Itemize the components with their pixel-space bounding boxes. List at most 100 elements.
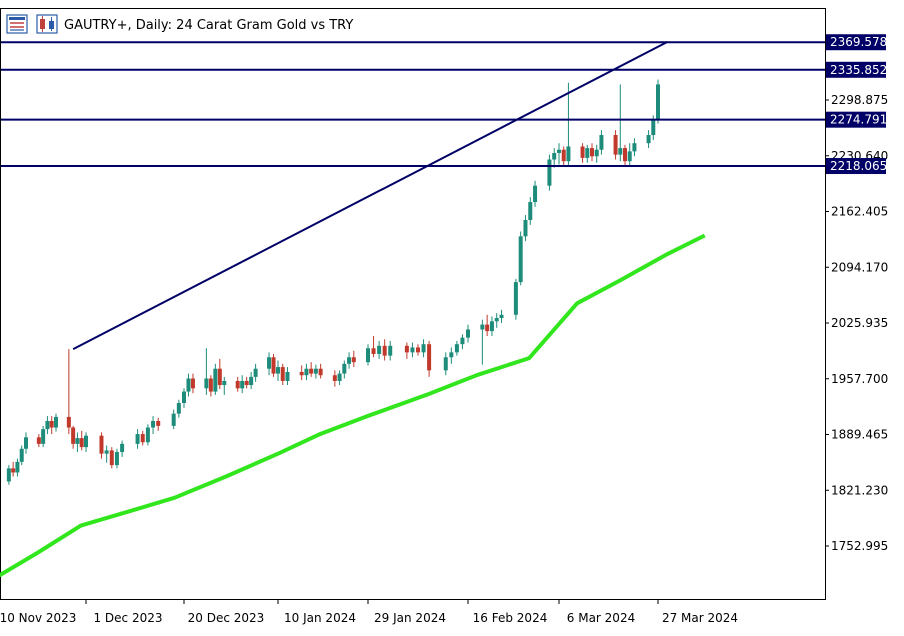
candle [36,434,41,448]
candles-layer [6,79,660,485]
candle [318,363,323,379]
price-level-label: 2369.578 [830,35,887,49]
levels-layer[interactable] [1,41,825,168]
candle-body [552,153,557,160]
candle [135,429,140,449]
candle [120,440,125,457]
candle [332,370,337,387]
candle [366,344,370,366]
candle [613,130,618,160]
chart-list-icon[interactable] [6,14,28,34]
candle-body [313,368,318,374]
candle-body [244,380,249,386]
candle [449,347,454,364]
candle-body [494,318,499,322]
candle-body [382,345,387,356]
candle-body [377,345,382,354]
candle [421,339,426,358]
candle [49,416,54,435]
candle-body [318,368,323,376]
candle-body [45,420,50,430]
candle [347,352,352,369]
x-tick-label: 16 Feb 2024 [473,611,548,625]
candle-body [299,371,304,376]
candle [466,324,470,343]
candlestick-icon[interactable] [36,14,58,34]
candle-body [599,135,604,150]
candle-body [114,452,119,466]
candle [646,130,651,149]
candle [489,316,494,337]
candle-body [416,347,420,353]
candle [151,416,156,435]
candle [249,371,254,390]
candle [528,197,533,225]
candle [114,448,119,469]
candle-body [489,321,494,332]
candle-body [454,344,459,353]
candle [523,215,528,242]
candle-body [156,420,161,426]
candle-body [410,347,415,353]
candle [145,424,150,446]
candle [499,309,504,323]
candle [19,445,24,466]
candle [480,319,485,365]
candle [377,340,382,359]
candle [460,334,465,350]
candle-body [99,435,104,454]
candle-body [332,375,337,381]
candle [24,432,28,454]
candle-body [145,427,150,443]
candle [404,342,409,359]
candle-body [182,391,186,404]
price-level-label: 2274.791 [830,113,887,127]
candle-body [54,416,58,428]
trendline-layer[interactable] [72,41,668,350]
candle-body [253,368,258,377]
candle-body [271,357,276,374]
candle [299,365,304,381]
candle [513,278,518,320]
candle [518,231,523,286]
candle-body [460,337,465,345]
trendline[interactable] [72,41,668,350]
candle [240,375,245,394]
candle-body [235,380,240,389]
y-tick-label: 1957.700 [831,372,888,386]
candle-body [309,368,314,374]
candle-body [590,148,594,157]
candle [208,375,213,397]
candle-body [421,344,426,353]
candle [54,413,58,432]
candle [627,143,632,167]
candle-body [15,461,20,473]
candle [186,373,191,397]
candle-body [388,345,393,356]
moving-average-line [0,233,706,578]
candle-body [561,149,566,162]
candle-body [75,438,80,444]
candle-body [171,413,176,426]
x-tick-label: 27 Mar 2024 [662,611,738,625]
candle-body [71,427,76,444]
candle [416,344,420,356]
price-level-label: 2218.065 [830,159,887,173]
candle [388,340,393,361]
candle-body [280,367,285,381]
candle-body [36,437,41,444]
candle [213,363,218,395]
candle [253,363,258,382]
candle-body [11,468,16,473]
candle [84,432,88,453]
candle-body [646,135,651,144]
candle [561,146,566,167]
candle-body [351,357,356,363]
candle [11,461,16,477]
candle [109,447,114,469]
candle-body [337,373,342,381]
candle [104,445,109,463]
y-tick-label: 1752.995 [831,539,888,553]
candle-body [443,357,448,371]
candle [632,138,637,157]
